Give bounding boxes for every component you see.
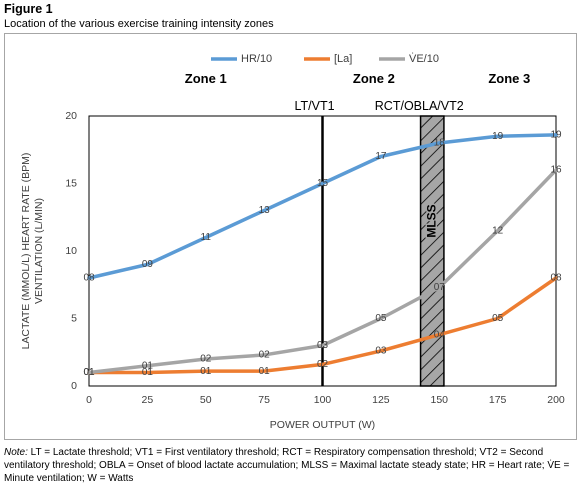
legend-label: V̇E/10 bbox=[409, 52, 439, 65]
x-tick-label: 100 bbox=[314, 394, 332, 406]
zone-label: Zone 1 bbox=[185, 71, 227, 86]
legend-label: [La] bbox=[334, 53, 352, 65]
mlss-label: MLSS bbox=[424, 204, 438, 237]
threshold-label: RCT/OBLA/VT2 bbox=[375, 99, 464, 113]
data-label: 07 bbox=[434, 282, 446, 293]
data-label: 17 bbox=[375, 151, 387, 162]
x-tick-label: 175 bbox=[489, 394, 507, 406]
legend-label: HR/10 bbox=[241, 53, 272, 65]
data-label: 01 bbox=[142, 360, 154, 371]
x-axis-title: POWER OUTPUT (W) bbox=[270, 419, 375, 431]
x-tick-label: 75 bbox=[258, 394, 270, 406]
data-point bbox=[496, 134, 500, 138]
data-label: 05 bbox=[375, 313, 387, 324]
y-axis-title: VENTILATION (L/MIN) bbox=[33, 198, 45, 304]
data-point bbox=[320, 181, 325, 186]
mlss-band bbox=[419, 115, 445, 387]
data-label: 03 bbox=[375, 346, 387, 357]
zone-label: Zone 3 bbox=[488, 71, 530, 86]
data-point bbox=[262, 353, 266, 357]
data-label: 02 bbox=[317, 359, 329, 370]
data-point bbox=[320, 343, 325, 348]
data-label: 11 bbox=[201, 232, 212, 243]
chart-frame: MLSS LT/VT1 RCT/OBLA/VT2 Zone 1 Zone 2 Zone 3… bbox=[4, 33, 577, 440]
data-point bbox=[437, 141, 441, 145]
data-label: 19 bbox=[550, 130, 562, 141]
data-point bbox=[87, 370, 91, 375]
note-prefix: Note: bbox=[4, 447, 28, 458]
figure-note: Note: LT = Lactate threshold; VT1 = Firs… bbox=[4, 446, 580, 485]
data-point bbox=[320, 362, 325, 366]
data-label: 09 bbox=[142, 259, 154, 270]
x-tick-label: 25 bbox=[142, 394, 154, 406]
x-tick-label: 50 bbox=[200, 394, 212, 406]
data-point bbox=[379, 349, 383, 353]
data-point bbox=[145, 364, 149, 368]
chart-svg: MLSS LT/VT1 RCT/OBLA/VT2 Zone 1 Zone 2 Zone 3… bbox=[20, 52, 565, 431]
data-label: 01 bbox=[259, 366, 271, 377]
data-point bbox=[262, 369, 266, 373]
data-label: 02 bbox=[259, 350, 271, 361]
note-text: LT = Lactate threshold; VT1 = First vent… bbox=[4, 447, 570, 484]
data-label: 12 bbox=[492, 225, 504, 236]
data-point bbox=[554, 276, 558, 280]
data-point bbox=[496, 229, 500, 233]
data-label: 01 bbox=[142, 367, 154, 378]
figure-caption: Location of the various exercise trainin… bbox=[4, 18, 274, 30]
data-point bbox=[204, 235, 208, 240]
x-tick-label: 0 bbox=[86, 394, 92, 406]
threshold-label: LT/VT1 bbox=[294, 99, 334, 113]
data-point bbox=[145, 262, 149, 267]
data-point bbox=[437, 285, 441, 290]
data-label: 19 bbox=[492, 131, 504, 142]
data-point bbox=[496, 316, 500, 321]
data-label: 01 bbox=[83, 367, 95, 378]
data-label: 05 bbox=[492, 313, 504, 324]
data-point bbox=[262, 208, 266, 213]
figure-label: Figure 1 bbox=[4, 2, 53, 16]
data-point bbox=[145, 370, 149, 375]
y-tick-label: 20 bbox=[65, 110, 77, 122]
y-tick-label: 15 bbox=[65, 177, 77, 189]
data-label: 08 bbox=[550, 273, 562, 284]
data-point bbox=[87, 276, 91, 280]
x-tick-label: 150 bbox=[430, 394, 448, 406]
data-label: 08 bbox=[83, 273, 95, 284]
data-point bbox=[379, 316, 383, 321]
data-label: 02 bbox=[200, 354, 212, 365]
y-tick-label: 10 bbox=[65, 245, 77, 257]
x-tick-label: 125 bbox=[372, 394, 390, 406]
data-point bbox=[554, 133, 558, 137]
data-label: 01 bbox=[200, 366, 212, 377]
x-tick-label: 200 bbox=[547, 394, 565, 406]
data-label: 16 bbox=[550, 165, 562, 176]
data-point bbox=[554, 168, 558, 172]
data-label: 13 bbox=[259, 205, 271, 216]
data-point bbox=[204, 357, 208, 361]
y-tick-label: 0 bbox=[71, 380, 77, 392]
data-label: 15 bbox=[317, 178, 329, 189]
data-label: 03 bbox=[317, 340, 329, 351]
data-point bbox=[379, 154, 383, 159]
data-label: 18 bbox=[434, 138, 446, 149]
y-axis-title: LACTATE (MMOL/L) HEART RATE (BPM) bbox=[20, 153, 32, 350]
zone-label: Zone 2 bbox=[353, 71, 395, 86]
data-point bbox=[437, 333, 441, 337]
data-label: 04 bbox=[434, 329, 446, 340]
data-point bbox=[204, 369, 208, 373]
y-tick-label: 5 bbox=[71, 312, 77, 324]
